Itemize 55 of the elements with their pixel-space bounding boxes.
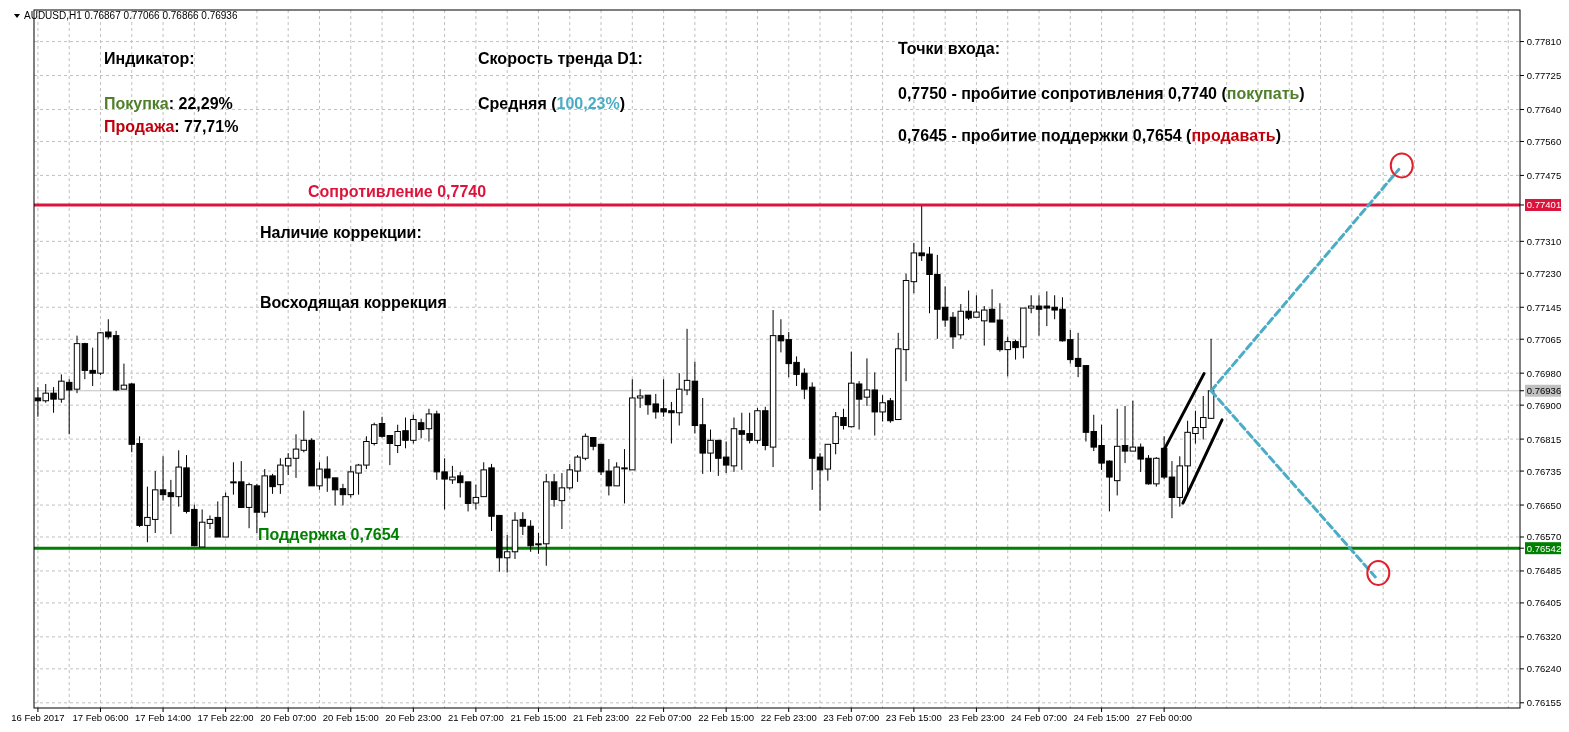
annotation: Покупка: 22,29% [104,95,233,112]
x-tick-label: 20 Feb 15:00 [322,712,379,723]
x-tick-label: 21 Feb 15:00 [510,712,567,723]
x-tick-label: 16 Feb 2017 [11,712,65,723]
x-tick-label: 21 Feb 23:00 [573,712,630,723]
y-tick-label: 0.76155 [1526,697,1562,709]
y-tick-label: 0.77560 [1526,135,1562,147]
x-tick-label: 23 Feb 23:00 [948,712,1005,723]
x-tick-label: 23 Feb 15:00 [885,712,942,723]
annotation: Наличие коррекции: [260,224,422,241]
y-tick-label: 0.76815 [1526,433,1562,445]
y-tick-label: 0.77310 [1526,235,1562,247]
annotation: Средняя (100,23%) [478,95,625,112]
ref-line-label: Сопротивление 0,7740 [308,182,487,200]
y-tick-label: 0.77475 [1526,169,1562,181]
y-tick-label: 0.77810 [1526,36,1562,48]
y-tick-label: 0.77401 [1526,199,1562,211]
x-tick-label: 21 Feb 07:00 [447,712,504,723]
chart-title: AUDUSD,H1 0.76867 0.77066 0.76866 0.76936 [24,10,238,21]
y-tick-label: 0.76542 [1526,542,1562,554]
y-tick-label: 0.76650 [1526,499,1562,511]
y-tick-label: 0.76405 [1526,597,1562,609]
y-tick-label: 0.77145 [1526,301,1562,313]
annotation: Продажа: 77,71% [104,118,239,135]
annotation: Скорость тренда D1: [478,50,643,67]
y-tick-label: 0.76240 [1526,663,1562,675]
y-tick-label: 0.77065 [1526,333,1562,345]
y-tick-label: 0.76320 [1526,631,1562,643]
x-tick-label: 22 Feb 07:00 [635,712,692,723]
y-tick-label: 0.77640 [1526,103,1562,115]
annotation: Точки входа: [898,40,1000,57]
x-tick-label: 17 Feb 22:00 [197,712,254,723]
x-tick-label: 20 Feb 23:00 [385,712,442,723]
y-tick-label: 0.76485 [1526,565,1562,577]
annotation: 0,7645 - пробитие поддержки 0,7654 (продавать) [898,127,1282,144]
y-tick-label: 0.76735 [1526,465,1562,477]
x-tick-label: 27 Feb 00:00 [1136,712,1193,723]
ref-line-label: Поддержка 0,7654 [258,526,400,544]
y-tick-label: 0.77725 [1526,70,1562,82]
y-tick-label: 0.76980 [1526,367,1562,379]
x-tick-label: 22 Feb 23:00 [760,712,817,723]
y-tick-label: 0.76900 [1526,399,1562,411]
y-tick-label: 0.76570 [1526,531,1562,543]
x-tick-label: 17 Feb 14:00 [135,712,192,723]
x-tick-label: 22 Feb 15:00 [698,712,755,723]
x-tick-label: 20 Feb 07:00 [260,712,317,723]
annotation: Индикатор: [104,50,195,67]
y-tick-label: 0.77230 [1526,267,1562,279]
x-tick-label: 17 Feb 06:00 [72,712,129,723]
x-tick-label: 23 Feb 07:00 [823,712,880,723]
annotation: Восходящая коррекция [260,294,447,311]
x-tick-label: 24 Feb 07:00 [1011,712,1068,723]
annotation: 0,7750 - пробитие сопротивления 0,7740 (покупать) [898,85,1305,102]
x-tick-label: 24 Feb 15:00 [1073,712,1130,723]
y-tick-label: 0.76936 [1526,385,1562,397]
